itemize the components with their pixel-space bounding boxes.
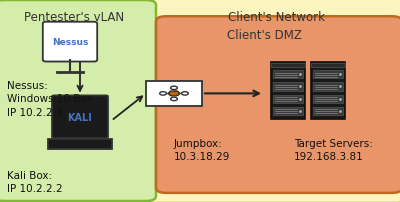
FancyBboxPatch shape xyxy=(313,95,343,103)
Text: Client's Network: Client's Network xyxy=(228,11,325,24)
Text: Pentester's vLAN: Pentester's vLAN xyxy=(24,11,124,24)
FancyBboxPatch shape xyxy=(311,63,345,68)
FancyBboxPatch shape xyxy=(273,71,303,79)
FancyBboxPatch shape xyxy=(273,83,303,91)
FancyBboxPatch shape xyxy=(0,1,156,201)
FancyBboxPatch shape xyxy=(271,62,305,119)
FancyBboxPatch shape xyxy=(313,107,343,115)
Circle shape xyxy=(182,92,188,96)
FancyBboxPatch shape xyxy=(311,62,345,119)
FancyBboxPatch shape xyxy=(48,139,112,149)
Text: Nessus: Nessus xyxy=(52,38,88,47)
FancyBboxPatch shape xyxy=(43,23,97,62)
Text: Nessus:
Windows 10 Box
IP 10.2.2.1: Nessus: Windows 10 Box IP 10.2.2.1 xyxy=(7,81,93,117)
FancyBboxPatch shape xyxy=(128,0,400,202)
FancyBboxPatch shape xyxy=(52,96,108,138)
Text: Kali Box:
IP 10.2.2.2: Kali Box: IP 10.2.2.2 xyxy=(7,170,63,193)
FancyBboxPatch shape xyxy=(273,107,303,115)
Text: Target Servers:
192.168.3.81: Target Servers: 192.168.3.81 xyxy=(294,138,373,161)
FancyBboxPatch shape xyxy=(313,83,343,91)
Circle shape xyxy=(169,91,179,97)
FancyBboxPatch shape xyxy=(146,81,202,107)
FancyBboxPatch shape xyxy=(156,17,400,193)
Text: KALI: KALI xyxy=(68,112,92,122)
FancyBboxPatch shape xyxy=(273,95,303,103)
Circle shape xyxy=(160,92,166,96)
FancyBboxPatch shape xyxy=(271,63,305,68)
Text: Jumpbox:
10.3.18.29: Jumpbox: 10.3.18.29 xyxy=(174,138,230,161)
Text: Client's DMZ: Client's DMZ xyxy=(226,29,302,42)
Circle shape xyxy=(171,87,177,90)
FancyBboxPatch shape xyxy=(313,71,343,79)
Circle shape xyxy=(171,98,177,101)
